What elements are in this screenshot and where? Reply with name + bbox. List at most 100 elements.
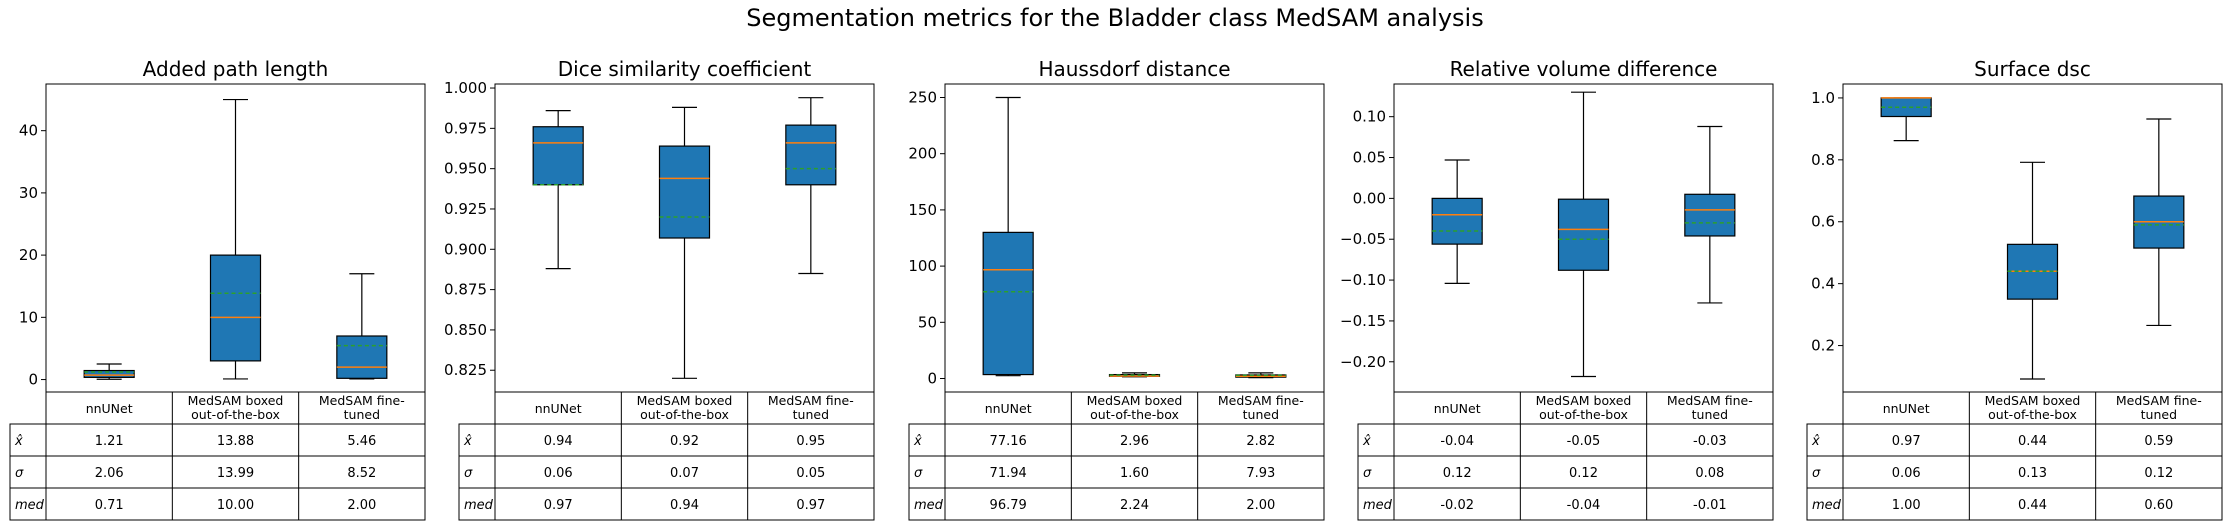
table-row bbox=[1357, 487, 1774, 521]
table-cell: 0.07 bbox=[670, 466, 699, 481]
y-tick-label: 100 bbox=[908, 257, 937, 275]
stats-table: nnUNet MedSAM boxed out-of-the-box MedSAM f… bbox=[1357, 391, 1774, 521]
table-col-header: MedSAM boxed out-of-the-box bbox=[188, 393, 284, 422]
table-col-header: MedSAM fine-tuned bbox=[1667, 393, 1753, 422]
table-cell: 71.94 bbox=[990, 466, 1027, 481]
y-tick-label: 30 bbox=[19, 184, 38, 202]
panel-1: Added path length 0 10 20 30 40 nnUNet MedSAM b… bbox=[9, 57, 426, 521]
table-row-label: med bbox=[914, 498, 944, 513]
y-tick-label: 0.8 bbox=[1811, 151, 1835, 169]
y-tick-label: −0.15 bbox=[1340, 312, 1386, 330]
table-row-label: med bbox=[1812, 498, 1842, 513]
table-cell: 0.92 bbox=[670, 434, 699, 449]
table-row-label: σ bbox=[15, 466, 24, 481]
table-cell: 0.44 bbox=[2018, 498, 2047, 513]
table-row bbox=[908, 487, 1325, 521]
y-tick-label: 0.925 bbox=[444, 200, 487, 218]
box-2 bbox=[1108, 372, 1161, 378]
iqr-box bbox=[209, 254, 262, 362]
table-col-header: MedSAM boxed out-of-the-box bbox=[637, 393, 733, 422]
stats-table: nnUNet MedSAM boxed out-of-the-box MedSAM f… bbox=[9, 391, 426, 521]
y-tick-label: 0 bbox=[927, 370, 937, 388]
table-cell: 0.59 bbox=[2144, 434, 2173, 449]
y-tick-label: 0.975 bbox=[444, 119, 487, 137]
table-cell: 7.93 bbox=[1246, 466, 1275, 481]
y-tick-label: 0.4 bbox=[1811, 275, 1835, 293]
table-row-label: σ bbox=[1812, 466, 1821, 481]
stats-table: nnUNet MedSAM boxed out-of-the-box MedSAM f… bbox=[1806, 391, 2223, 521]
table-row bbox=[9, 487, 426, 521]
box-3 bbox=[2133, 118, 2185, 327]
table-row-label: x̂ bbox=[14, 434, 23, 449]
y-tick-label: 50 bbox=[918, 313, 937, 331]
box-2 bbox=[2006, 161, 2059, 380]
table-col-header: MedSAM boxed out-of-the-box bbox=[1536, 393, 1632, 422]
y-tick-label: 0 bbox=[28, 371, 38, 389]
panel-title: Haussdorf distance bbox=[1038, 57, 1230, 81]
table-cell: 96.79 bbox=[990, 498, 1027, 513]
box-2 bbox=[658, 106, 711, 379]
table-cell: 1.00 bbox=[1892, 498, 1921, 513]
table-cell: 77.16 bbox=[990, 434, 1027, 449]
box-1 bbox=[1431, 159, 1483, 284]
y-tick-label: 0.05 bbox=[1353, 149, 1386, 167]
table-col-header: MedSAM fine-tuned bbox=[768, 393, 854, 422]
iqr-box bbox=[83, 369, 135, 378]
table-row-label: med bbox=[1363, 498, 1393, 513]
y-tick-label: 0.2 bbox=[1811, 337, 1835, 355]
table-row bbox=[458, 487, 875, 521]
table-col-header: MedSAM fine-tuned bbox=[1218, 393, 1304, 422]
iqr-box bbox=[1431, 197, 1483, 245]
table-col-header: nnUNet bbox=[535, 401, 582, 416]
figure-title: Segmentation metrics for the Bladder cla… bbox=[746, 4, 1484, 32]
table-row-label: x̂ bbox=[1811, 434, 1820, 449]
y-tick-label: 1.000 bbox=[444, 79, 487, 97]
table-row-label: σ bbox=[464, 466, 473, 481]
table-row-label: x̂ bbox=[1362, 434, 1371, 449]
y-tick-label: 0.10 bbox=[1353, 108, 1386, 126]
table-col-header: nnUNet bbox=[86, 401, 133, 416]
y-tick-label: −0.10 bbox=[1340, 271, 1386, 289]
table-cell: 0.12 bbox=[2144, 466, 2173, 481]
table-row-label: σ bbox=[914, 466, 923, 481]
stats-table: nnUNet MedSAM boxed out-of-the-box MedSAM f… bbox=[908, 391, 1325, 521]
panel-4: Relative volume difference −0.20 −0.15 −0.1… bbox=[1340, 57, 1774, 521]
table-cell: 0.97 bbox=[796, 498, 825, 513]
panel-2: Dice similarity coefficient 0.825 0.850 0.8… bbox=[444, 57, 875, 521]
table-col-header: nnUNet bbox=[985, 401, 1032, 416]
box-1 bbox=[532, 110, 584, 270]
box-3 bbox=[1684, 125, 1736, 304]
table-cell: 10.00 bbox=[217, 498, 254, 513]
box-1 bbox=[982, 96, 1034, 377]
table-cell: -0.03 bbox=[1693, 434, 1727, 449]
table-row-label: x̂ bbox=[463, 434, 472, 449]
iqr-box bbox=[1557, 198, 1610, 271]
table-col-header: MedSAM fine-tuned bbox=[319, 393, 405, 422]
y-tick-label: 0.00 bbox=[1353, 189, 1386, 207]
table-cell: -0.02 bbox=[1440, 498, 1474, 513]
table-cell: 2.00 bbox=[1246, 498, 1275, 513]
y-tick-label: 200 bbox=[908, 145, 937, 163]
box-1 bbox=[1880, 97, 1932, 142]
table-cell: 0.08 bbox=[1695, 466, 1724, 481]
table-cell: 0.06 bbox=[544, 466, 573, 481]
y-tick-label: 0.6 bbox=[1811, 213, 1835, 231]
table-cell: 0.44 bbox=[2018, 434, 2047, 449]
y-tick-label: 250 bbox=[908, 88, 937, 106]
table-cell: 0.05 bbox=[796, 466, 825, 481]
y-tick-label: 150 bbox=[908, 201, 937, 219]
box-3 bbox=[1235, 372, 1287, 379]
box-2 bbox=[209, 98, 262, 380]
table-cell: 0.60 bbox=[2144, 498, 2173, 513]
iqr-box bbox=[785, 124, 837, 186]
y-tick-label: −0.05 bbox=[1340, 230, 1386, 248]
table-cell: -0.01 bbox=[1693, 498, 1727, 513]
table-cell: 0.97 bbox=[1892, 434, 1921, 449]
y-tick-label: 0.850 bbox=[444, 321, 487, 339]
iqr-box bbox=[1684, 193, 1736, 237]
iqr-box bbox=[982, 231, 1034, 376]
y-tick-label: 0.900 bbox=[444, 240, 487, 258]
table-row-label: x̂ bbox=[913, 434, 922, 449]
panel-3: Haussdorf distance 0 50 100 150 200 250 nnUNet M… bbox=[908, 57, 1325, 521]
